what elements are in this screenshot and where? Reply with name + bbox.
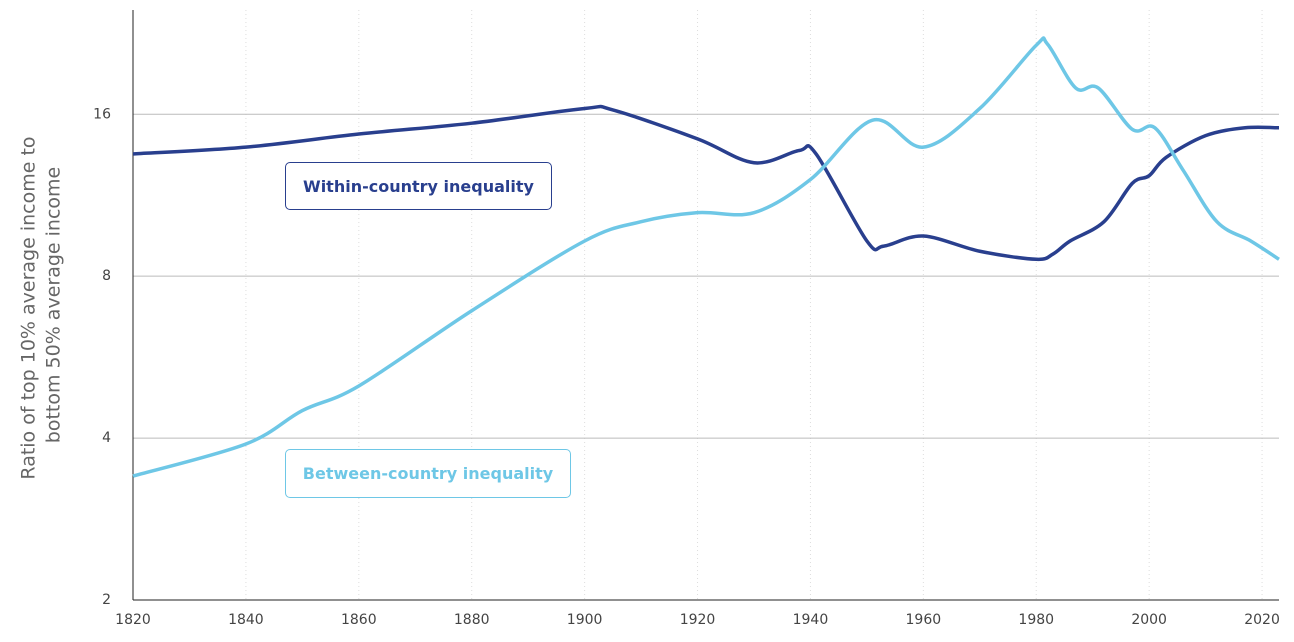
y-axis-title-line: bottom 50% average income [42, 167, 64, 443]
x-tick-label: 1940 [793, 612, 829, 628]
series-label: Between-country inequality [285, 449, 571, 498]
x-tick-label: 1980 [1018, 612, 1054, 628]
x-tick-label: 2020 [1244, 612, 1280, 628]
x-tick-label: 1840 [228, 612, 264, 628]
y-tick-label: 8 [102, 268, 111, 284]
x-tick-label: 1860 [341, 612, 377, 628]
series-line [132, 36, 1280, 478]
x-tick-label: 1960 [906, 612, 942, 628]
y-tick-label: 16 [93, 106, 111, 122]
y-axis-title: Ratio of top 10% average income to botto… [17, 130, 64, 479]
y-axis-title-line: Ratio of top 10% average income to [17, 136, 39, 479]
x-tick-label: 1900 [567, 612, 603, 628]
series-label: Within-country inequality [285, 162, 552, 210]
x-tick-label: 1920 [680, 612, 716, 628]
y-tick-label: 2 [102, 592, 111, 608]
x-tick-label: 1820 [115, 612, 151, 628]
x-tick-label: 2000 [1131, 612, 1167, 628]
series-line [132, 104, 1280, 262]
y-tick-label: 4 [102, 430, 111, 446]
x-tick-label: 1880 [454, 612, 490, 628]
